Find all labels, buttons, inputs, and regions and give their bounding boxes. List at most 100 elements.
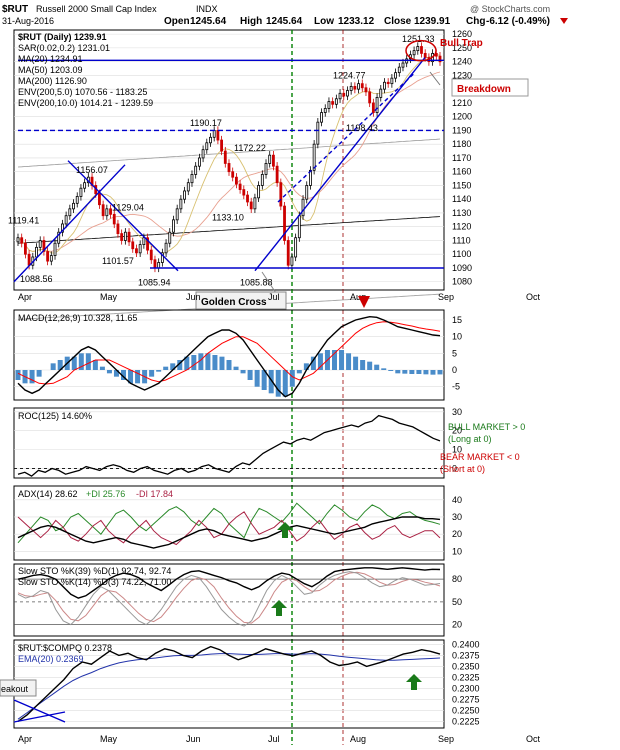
macd-histogram-bar: [149, 370, 155, 377]
price-y-tick: 1180: [452, 139, 471, 149]
macd-histogram-bar: [191, 355, 197, 370]
candle-body: [257, 185, 261, 199]
price-y-tick: 1240: [452, 57, 472, 67]
price-low-label: 1101.57: [102, 256, 134, 266]
candle-body: [131, 241, 135, 250]
price-y-tick: 1200: [452, 112, 472, 122]
price-high-label: 1172.22: [234, 143, 266, 153]
candle-body: [360, 83, 364, 89]
price-y-tick: 1120: [452, 222, 471, 232]
open-value: 1245.64: [190, 16, 227, 27]
candle-body: [275, 165, 279, 184]
candle-body: [27, 253, 31, 266]
candle-body: [98, 193, 101, 206]
macd-histogram-bar: [233, 366, 239, 370]
candle-body: [79, 187, 83, 197]
trendline-up-apr: [13, 164, 126, 283]
close-label: Close: [384, 16, 412, 27]
ratio-y-tick: 0.2400: [452, 639, 480, 649]
price-y-tick: 1150: [452, 180, 471, 190]
candle-body: [223, 150, 227, 164]
candle-body: [57, 231, 61, 244]
index-name: Russell 2000 Small Cap Index: [36, 4, 157, 14]
x-month-label-bottom: Jul: [268, 734, 280, 744]
adx-up-arrow-icon: [277, 522, 293, 538]
macd-histogram-bar: [99, 366, 105, 370]
price-high-label: 1156.07: [76, 165, 108, 175]
ratio-up-arrow-icon: [406, 674, 422, 690]
ratio-y-tick: 0.2250: [452, 705, 480, 715]
macd-histogram-bar: [353, 356, 359, 370]
fast-sto-legend: Slow STO %K(14) %D(3) 74.22, 71.00: [18, 577, 171, 587]
candle-body: [309, 169, 312, 186]
macd-histogram-bar: [289, 370, 295, 387]
candle-body: [397, 66, 401, 74]
exchange: INDX: [196, 4, 218, 14]
macd-histogram-bar: [15, 370, 21, 380]
candle-body: [383, 81, 386, 90]
candle-body: [61, 223, 64, 233]
candle-body: [16, 237, 20, 243]
macd-histogram-bar: [29, 370, 35, 384]
candle-body: [264, 163, 268, 175]
candle-body: [64, 215, 68, 225]
bear-market-subnote: (Short at 0): [440, 464, 485, 474]
candle-body: [401, 62, 405, 68]
macd-line: [17, 315, 441, 398]
macd-histogram-bar: [402, 370, 408, 374]
candle-body: [212, 130, 216, 138]
candle-body: [205, 142, 209, 151]
candle-body: [312, 143, 316, 171]
macd-histogram-bar: [339, 350, 345, 370]
candle-body: [168, 231, 172, 244]
roc-y-tick: 20: [452, 426, 462, 436]
price-legend-entry: MA(200) 1126.90: [18, 76, 87, 86]
chart-date: 31-Aug-2016: [2, 16, 54, 26]
slow-sto-legend: Slow STO %K(39) %D(1) 92.74, 92.74: [18, 566, 171, 576]
close-value: 1239.91: [414, 16, 451, 27]
candle-body: [331, 101, 335, 105]
macd-y-tick: 10: [452, 332, 462, 342]
candle-body: [216, 130, 220, 141]
candle-body: [190, 174, 194, 184]
env-upper-line: [17, 138, 441, 168]
bull-market-subnote: (Long at 0): [448, 434, 492, 444]
minus-di-line: [17, 511, 441, 546]
golden-cross-pointer: [261, 271, 277, 294]
adx-panel-frame: [13, 485, 445, 561]
candle-body: [68, 208, 72, 217]
candle-body: [183, 190, 186, 200]
macd-histogram-bar: [121, 370, 126, 380]
macd-histogram-bar: [57, 360, 63, 370]
price-legend-entry: MA(50) 1203.09: [18, 65, 83, 75]
macd-histogram-bar: [36, 370, 42, 377]
price-y-tick: 1080: [452, 277, 472, 287]
price-legend-entry: ENV(200,10.0) 1014.21 - 1239.59: [18, 98, 153, 108]
ratio-y-tick: 0.2300: [452, 683, 480, 693]
candle-body: [220, 139, 224, 152]
macd-signal-line: [17, 321, 441, 385]
macd-y-tick: 5: [452, 348, 457, 358]
candle-body: [349, 86, 353, 91]
x-month-label-bottom: May: [100, 734, 118, 744]
x-month-label: Jul: [268, 292, 280, 302]
candle-body: [123, 231, 127, 241]
price-low-label: 1085.94: [138, 278, 171, 288]
macd-histogram-bar: [310, 356, 316, 370]
ratio-trendline-b: [13, 711, 66, 723]
candle-body: [394, 72, 397, 79]
candle-body: [201, 149, 205, 159]
candle-body: [279, 182, 283, 207]
candle-body: [160, 252, 164, 263]
ratio-ema-line: [17, 653, 441, 720]
panels: 1080109011001110112011301140115011601170…: [0, 29, 541, 745]
x-month-label-bottom: Oct: [526, 734, 541, 744]
macd-histogram-bar: [240, 370, 246, 374]
adx-y-tick: 20: [452, 529, 462, 539]
ma50-line: [17, 71, 441, 252]
x-month-label-bottom: Aug: [350, 734, 366, 744]
candle-body: [179, 198, 183, 210]
price-panel-frame: [13, 29, 445, 291]
price-y-tick: 1140: [452, 194, 471, 204]
